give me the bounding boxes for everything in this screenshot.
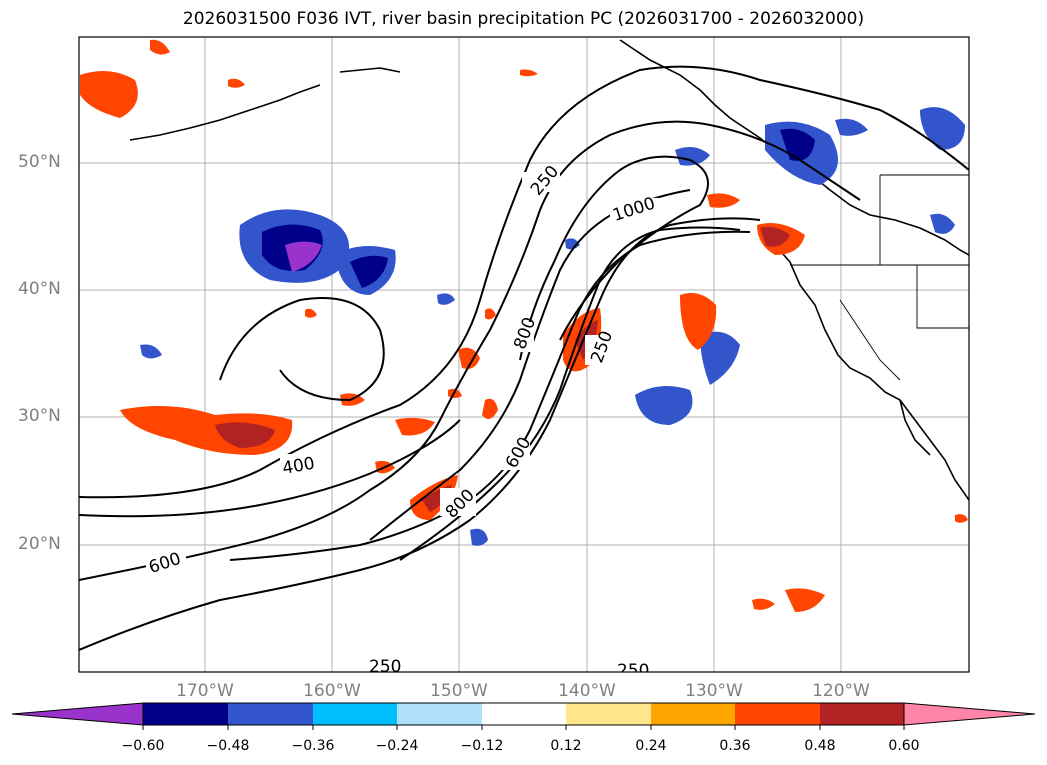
colorbar-tick-label: 0.48 (804, 738, 836, 754)
colorbar-tick-label: 0.12 (550, 738, 582, 754)
colorbar (11, 702, 1036, 730)
lat-label: 40°N (18, 279, 61, 299)
colorbar-swatch (228, 703, 313, 725)
colorbar-tick-label: 0.24 (635, 738, 667, 754)
colorbar-tick-label: −0.12 (460, 738, 504, 754)
borders (790, 174, 969, 381)
lat-label: 30°N (18, 406, 61, 426)
colorbar-tick-label: −0.60 (121, 738, 165, 754)
lat-label: 50°N (18, 152, 61, 172)
colorbar-swatch (820, 703, 904, 725)
gridlines (79, 37, 969, 672)
colorbar-tick-label: −0.48 (206, 738, 250, 754)
colorbar-swatch (313, 703, 397, 725)
lon-label: 170°W (176, 681, 234, 701)
lon-label: 160°W (303, 681, 361, 701)
lon-label: 130°W (685, 681, 743, 701)
contour-label: 400 (281, 454, 316, 479)
contour-label: 250 (617, 661, 649, 681)
plot-frame (78, 36, 970, 673)
colorbar-swatch (735, 703, 820, 725)
colorbar-arrow-high (903, 702, 1036, 726)
colorbar-tick-label: 0.36 (719, 738, 751, 754)
colorbar-swatch (566, 703, 651, 725)
lon-label: 120°W (812, 681, 870, 701)
map-title: 2026031500 F036 IVT, river basin precipi… (182, 9, 865, 29)
colorbar-swatch (397, 703, 482, 725)
lon-label: 150°W (430, 681, 488, 701)
colorbar-arrow-low (11, 702, 144, 726)
colorbar-swatch (143, 703, 228, 725)
contour-label-boxes (146, 172, 662, 672)
lat-label: 20°N (18, 534, 61, 554)
colorbar-swatch (651, 703, 735, 725)
lon-label: 140°W (558, 681, 616, 701)
colorbar-tick-label: −0.36 (291, 738, 335, 754)
colorbar-tick-label: −0.24 (375, 738, 419, 754)
contour-label: 250 (369, 657, 401, 677)
colorbar-tick-label: 0.60 (888, 738, 920, 754)
contour-label: 800 (510, 315, 540, 352)
negative-anomalies (140, 107, 965, 546)
contour-label: 250 (527, 162, 563, 200)
coastlines (129, 39, 969, 501)
colorbar-swatch (482, 703, 566, 725)
